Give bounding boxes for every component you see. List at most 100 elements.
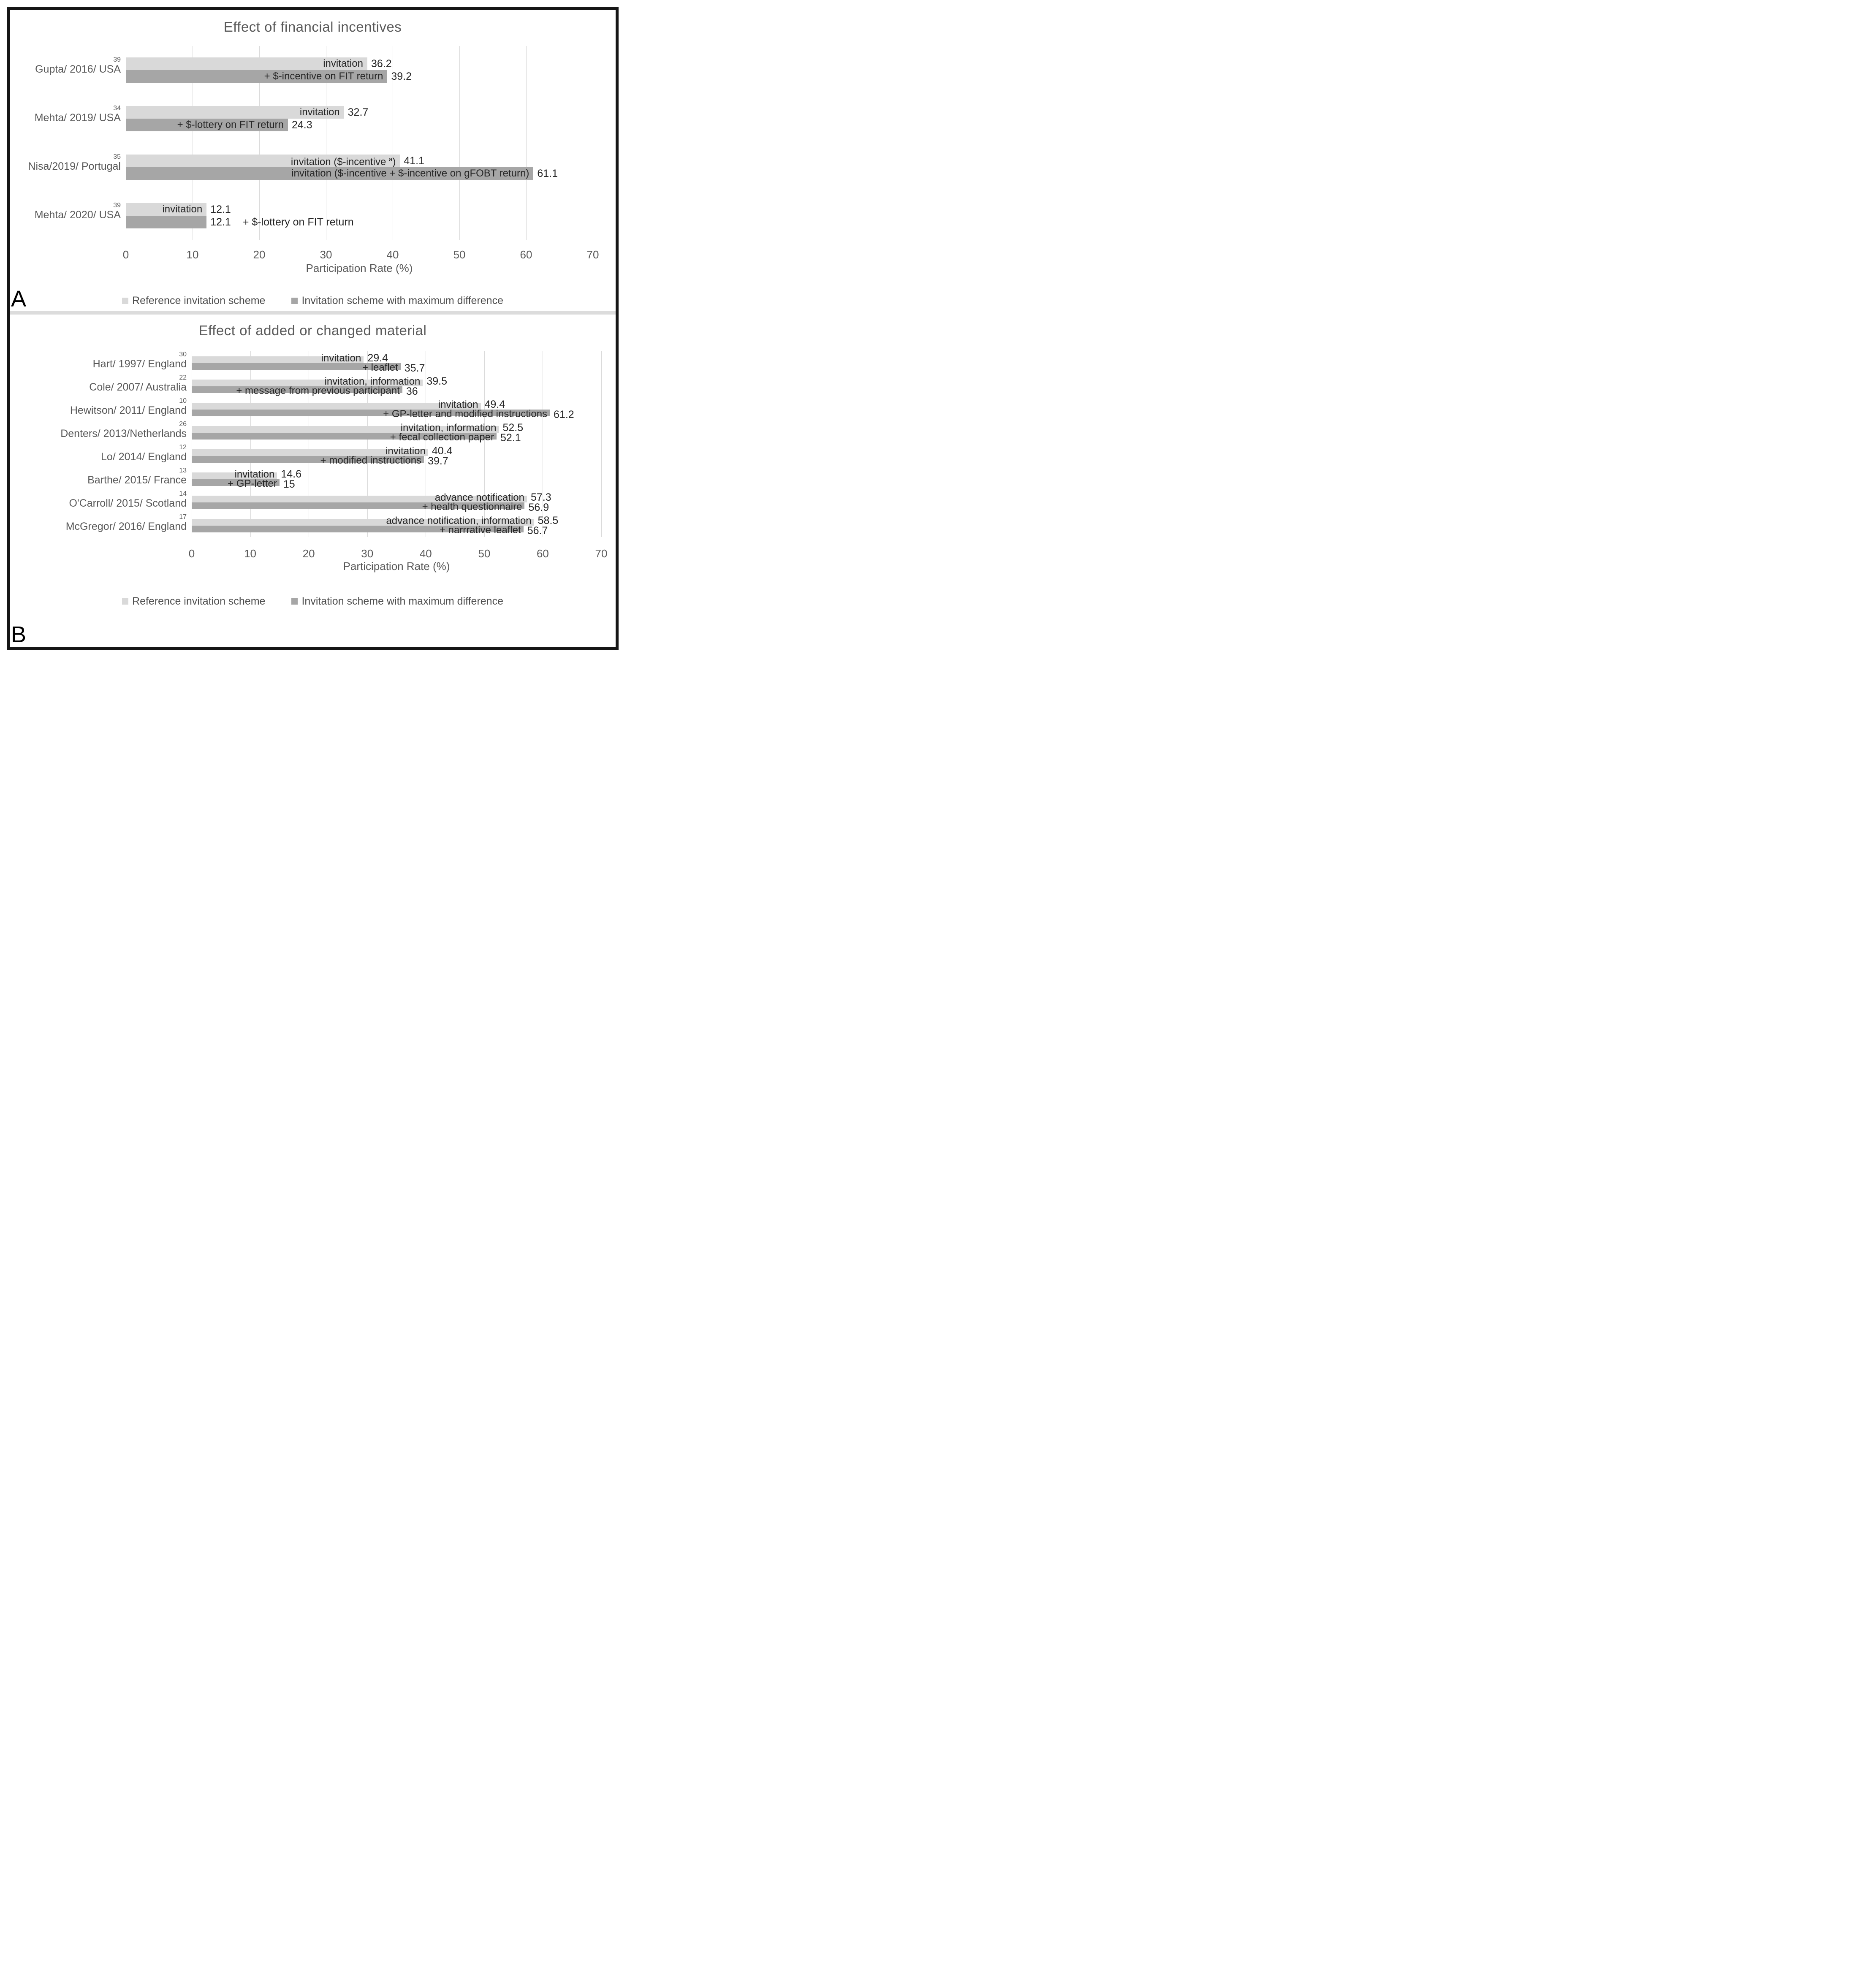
- bar-label: + message from previous participant: [236, 385, 400, 396]
- legend-label: Invitation scheme with maximum differenc…: [301, 595, 503, 607]
- bar-reference: invitation, information 39.5: [192, 376, 447, 387]
- panel-b-x-axis-label: Participation Rate (%): [343, 560, 450, 573]
- bar-value: 24.3: [291, 119, 312, 131]
- panel-a-legend: Reference invitation scheme Invitation sc…: [10, 295, 616, 307]
- study-label: Mehta/ 2020/ USA: [34, 209, 121, 221]
- bar-reference: invitation 12.1: [126, 203, 231, 216]
- x-tick-label: 40: [419, 547, 432, 560]
- bar-max-difference: + $-incentive on FIT return 39.2: [126, 70, 412, 83]
- panel-b-legend: Reference invitation scheme Invitation sc…: [10, 595, 616, 608]
- bar-value: 36.2: [371, 58, 392, 70]
- bar-label: + fecal collection paper: [390, 431, 494, 443]
- study-label: Gupta/ 2016/ USA: [35, 63, 121, 76]
- bar-value: 29.4: [367, 352, 388, 364]
- bar-label: invitation: [386, 445, 426, 457]
- bar-value: 52.1: [500, 431, 521, 444]
- category-label: 14 O'Carroll/ 2015/ Scotland: [69, 490, 187, 508]
- legend-label: Reference invitation scheme: [132, 295, 266, 307]
- study-label: Hart/ 1997/ England: [92, 358, 187, 370]
- bar-reference: advance notification, information 58.5: [192, 515, 558, 526]
- study-label: Cole/ 2007/ Australia: [89, 381, 187, 393]
- bar-value: 56.9: [528, 501, 549, 513]
- reference-number-superscript: 22: [179, 374, 187, 381]
- bar-label: + $-incentive on FIT return: [264, 71, 383, 82]
- panel-a-x-axis-label: Participation Rate (%): [306, 262, 413, 274]
- reference-number-superscript: 17: [179, 513, 187, 521]
- study-label: Nisa/2019/ Portugal: [28, 160, 121, 172]
- bar-label: advance notification: [434, 491, 524, 503]
- bar-max-difference: + message from previous participant 36: [192, 385, 418, 397]
- reference-number-superscript: 12: [179, 443, 187, 451]
- gridline: [601, 351, 602, 537]
- reference-number-superscript: 14: [179, 490, 187, 497]
- bar-max-difference: 12.1 + $-lottery on FIT return: [126, 215, 354, 228]
- legend-item: Invitation scheme with maximum differenc…: [291, 295, 503, 307]
- x-tick-label: 20: [302, 547, 315, 560]
- reference-number-superscript: 10: [179, 397, 187, 404]
- reference-number-superscript: 35: [113, 153, 121, 160]
- x-tick-label: 70: [595, 547, 608, 560]
- bar-value: 14.6: [281, 468, 301, 480]
- bar-max-difference: + GP-letter and modified instructions 61.…: [192, 408, 574, 420]
- bar-max-difference: + fecal collection paper 52.1: [192, 431, 521, 443]
- gridline: [259, 46, 260, 240]
- panel-divider: [10, 311, 616, 315]
- bar-reference: invitation 14.6: [192, 469, 301, 480]
- bar-label: + narrrative leaflet: [439, 524, 521, 536]
- reference-number-superscript: 39: [113, 56, 121, 64]
- study-label: Mehta/ 2019/ USA: [34, 112, 121, 124]
- bar-value: 57.3: [531, 491, 551, 503]
- gridline: [250, 351, 251, 537]
- x-tick-label: 0: [188, 547, 195, 560]
- x-tick-label: 10: [186, 248, 199, 261]
- panel-b: Effect of added or changed material 0 10 2…: [10, 315, 616, 647]
- bar-max-difference: + leaflet 35.7: [192, 361, 425, 374]
- bar-value: 40.4: [432, 445, 453, 457]
- bar-reference: advance notification 57.3: [192, 492, 551, 503]
- category-label: 22 Cole/ 2007/ Australia: [89, 374, 187, 392]
- bar-value: 39.7: [428, 455, 448, 467]
- bar-label: invitation: [321, 352, 361, 364]
- bar-label: invitation: [299, 106, 340, 118]
- bar-reference: invitation 32.7: [126, 106, 368, 119]
- legend-item: Invitation scheme with maximum differenc…: [291, 595, 503, 608]
- bar-value: 36: [406, 385, 418, 397]
- bar-value: 35.7: [404, 362, 425, 374]
- category-label: 34 Mehta/ 2019/ USA: [35, 105, 121, 123]
- category-label: 30 Hart/ 1997/ England: [93, 351, 187, 369]
- x-tick-label: 50: [478, 547, 491, 560]
- category-label: 12 Lo/ 2014/ England: [101, 444, 187, 462]
- x-tick-label: 20: [253, 248, 266, 261]
- bar-label: + health questionnaire: [422, 501, 522, 513]
- gridline: [367, 351, 368, 537]
- bar-max-difference: invitation ($-incentive + $-incentive on…: [126, 167, 558, 180]
- study-label: Lo/ 2014/ England: [101, 450, 187, 463]
- reference-number-superscript: 13: [179, 467, 187, 474]
- bar-label: + leaflet: [362, 361, 398, 373]
- bar-max-difference: + health questionnaire 56.9: [192, 501, 549, 513]
- panel-b-letter: B: [11, 622, 27, 647]
- legend-marker-reference: [122, 298, 129, 304]
- bar-max-difference: + $-lottery on FIT return 24.3: [126, 119, 312, 132]
- reference-number-superscript: 26: [179, 420, 187, 428]
- x-tick-label: 30: [320, 248, 332, 261]
- legend-label: Reference invitation scheme: [132, 595, 266, 607]
- bar-label: invitation: [438, 399, 478, 410]
- value-and-label-outside: 12.1 + $-lottery on FIT return: [210, 217, 354, 228]
- bar-label-superscript: a: [389, 155, 393, 163]
- bar-label: invitation ($-incentive + $-incentive on…: [291, 167, 529, 179]
- bar-value: 49.4: [484, 398, 505, 410]
- bar-label: invitation: [323, 58, 363, 70]
- study-label: Barthe/ 2015/ France: [87, 474, 187, 486]
- bar-value: 39.5: [426, 375, 448, 387]
- category-label: 35 Nisa/2019/ Portugal: [28, 153, 121, 172]
- bar-value: 15: [283, 478, 295, 490]
- reference-number-superscript: 34: [113, 105, 121, 112]
- panel-a-letter: A: [11, 286, 27, 312]
- bar-value: 41.1: [404, 155, 425, 167]
- legend-marker-max_diff: [291, 598, 298, 605]
- gridline: [526, 46, 527, 240]
- legend-item: Reference invitation scheme: [122, 595, 265, 608]
- gridline: [459, 46, 460, 240]
- panel-a: Effect of financial incentives 0 10 20 30 40…: [10, 10, 616, 311]
